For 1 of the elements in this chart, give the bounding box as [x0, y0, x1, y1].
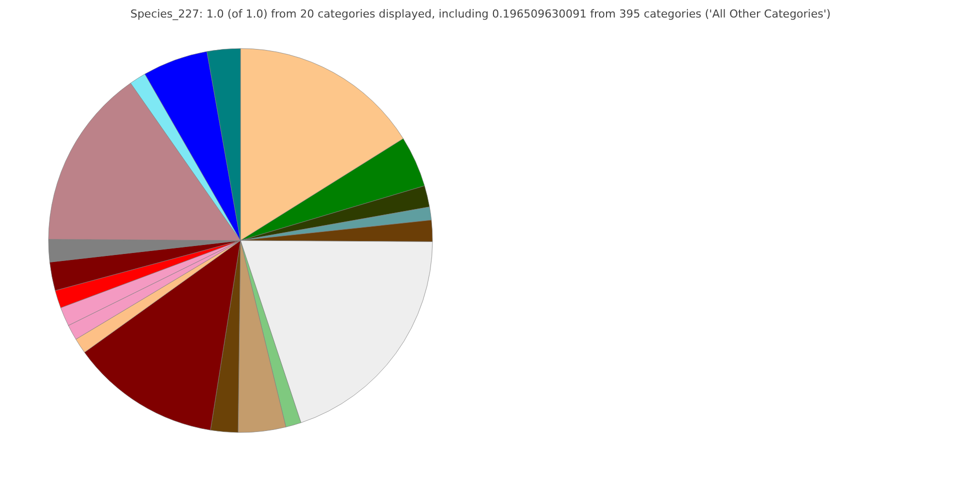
text: Species_227: 1.0 (of 1.0) from 20 categories displayed, including 0.196509630091 from 395 categories ('All Other Categories') [130, 8, 831, 20]
